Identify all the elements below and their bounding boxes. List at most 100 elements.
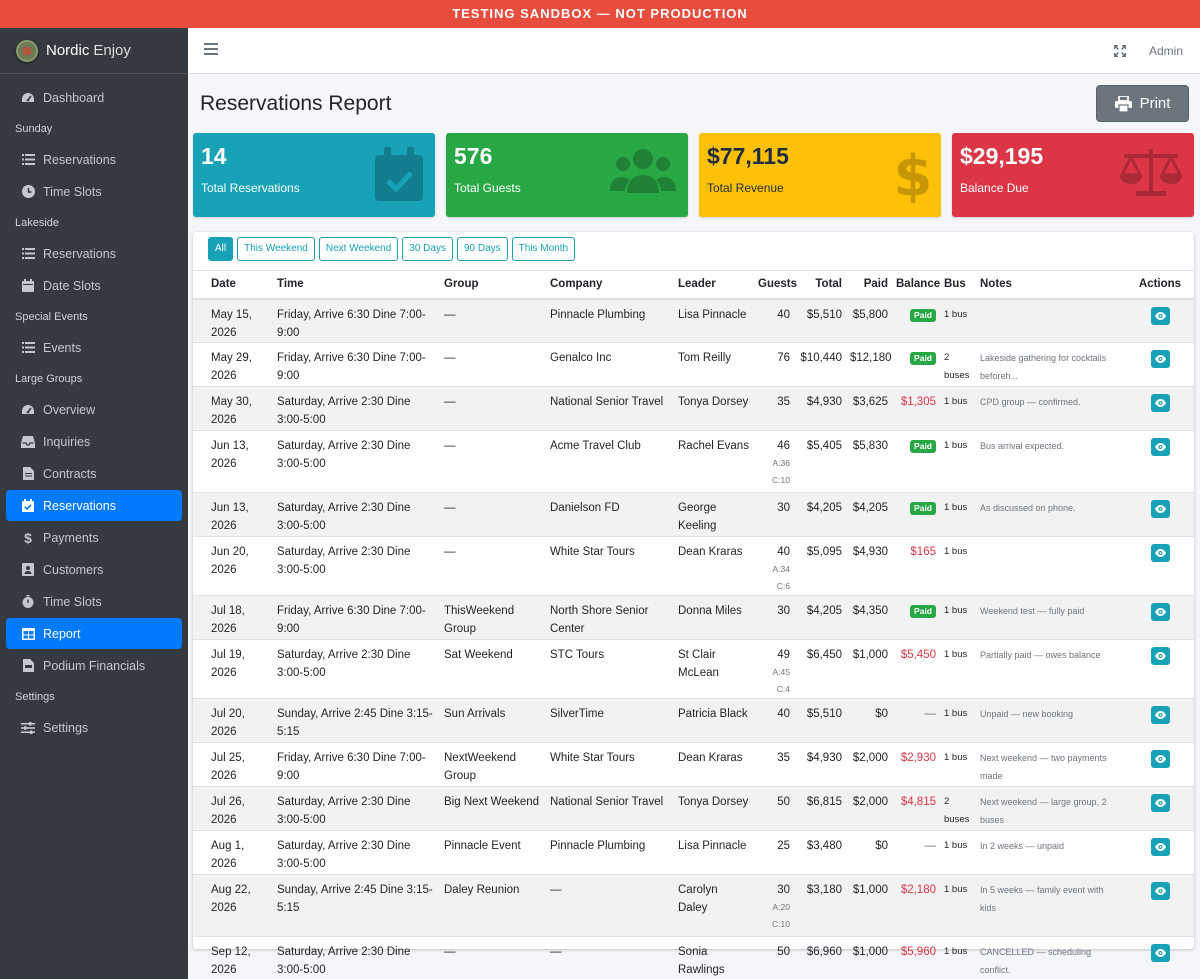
eye-icon	[1154, 355, 1166, 363]
filter-90-days[interactable]: 90 Days	[456, 237, 508, 261]
sidebar-item-sunday-time-slots[interactable]: Time Slots	[6, 176, 182, 207]
col-total[interactable]: Total	[794, 270, 846, 300]
cell-total: $5,510	[794, 298, 846, 343]
col-bus[interactable]: Bus	[940, 270, 976, 300]
users-icon	[610, 149, 676, 193]
view-button[interactable]	[1150, 394, 1170, 412]
view-button[interactable]	[1150, 794, 1170, 812]
view-button[interactable]	[1150, 882, 1170, 900]
sidebar-item-lakeside-date-slots[interactable]: Date Slots	[6, 270, 182, 301]
eye-icon	[1154, 399, 1166, 407]
col-leader[interactable]: Leader	[674, 270, 754, 300]
col-paid[interactable]: Paid	[846, 270, 892, 300]
eye-icon	[1154, 311, 1166, 320]
cell-paid: $0	[846, 698, 892, 743]
sidebar-item-customers[interactable]: Customers	[6, 554, 182, 585]
view-button[interactable]	[1150, 438, 1170, 456]
sidebar-item-time-slots[interactable]: Time Slots	[6, 586, 182, 617]
col-time[interactable]: Time	[273, 270, 440, 300]
cell-time: Sunday, Arrive 2:45 Dine 3:15-5:15	[273, 874, 440, 937]
sidebar-item-podium-financials[interactable]: Podium Financials	[6, 650, 182, 681]
sidebar-item-inquiries[interactable]: Inquiries	[6, 426, 182, 457]
view-button[interactable]	[1150, 750, 1170, 768]
dollar-icon: $	[24, 529, 32, 546]
calendar-icon	[20, 278, 36, 294]
sidebar-item-reservations[interactable]: Reservations	[6, 490, 182, 521]
cell-notes: Bus arrival expected.	[976, 430, 1126, 493]
view-button[interactable]	[1150, 603, 1170, 621]
balance-due-value: $1,305	[900, 396, 936, 408]
view-button[interactable]	[1150, 306, 1170, 325]
cell-guests: 49 A:45 C:4	[754, 639, 794, 699]
sidebar-item-report[interactable]: Report	[6, 618, 182, 649]
cell-balance: —	[892, 830, 940, 875]
cell-company: Pinnacle Plumbing	[546, 298, 674, 343]
filter-all[interactable]: All	[208, 237, 234, 261]
cell-guests: 30	[754, 595, 794, 640]
sidebar-item-payments[interactable]: $ Payments	[6, 522, 182, 553]
col-group[interactable]: Group	[440, 270, 546, 300]
cell-date: Jul 19, 2026	[193, 639, 273, 699]
sidebar-item-contracts[interactable]: Contracts	[6, 458, 182, 489]
cell-notes	[976, 298, 1126, 343]
balance-due-value: $2,180	[900, 884, 936, 896]
cell-guests: 50	[754, 786, 794, 831]
cell-bus: 2 buses	[940, 342, 976, 387]
cell-leader: Sonia Rawlings	[674, 936, 754, 979]
view-button[interactable]	[1150, 647, 1170, 665]
view-button[interactable]	[1150, 544, 1170, 562]
cell-time: Friday, Arrive 6:30 Dine 7:00-9:00	[273, 595, 440, 640]
col-guests[interactable]: Guests	[754, 270, 797, 300]
clock-icon	[20, 184, 36, 200]
sidebar-item-settings[interactable]: Settings	[6, 712, 182, 743]
fullscreen-icon[interactable]	[1114, 45, 1126, 57]
col-balance[interactable]: Balance	[892, 270, 940, 300]
cell-total: $10,440	[794, 342, 846, 387]
view-button[interactable]	[1150, 838, 1170, 856]
eye-icon	[1154, 652, 1166, 660]
cell-balance: Paid	[892, 342, 940, 387]
sidebar-item-label: Podium Financials	[43, 658, 146, 673]
list-icon	[20, 152, 36, 168]
sandbox-banner: TESTING SANDBOX — NOT PRODUCTION	[0, 0, 1200, 28]
sidebar-item-label: Time Slots	[43, 184, 102, 199]
filter-this-weekend[interactable]: This Weekend	[237, 237, 315, 261]
sidebar-item-overview[interactable]: Overview	[6, 394, 182, 425]
view-button[interactable]	[1150, 350, 1170, 368]
nav-header-special-events: Special Events	[15, 311, 88, 323]
brand-link[interactable]: Nordic Enjoy	[0, 28, 188, 74]
cell-guests: 76	[754, 342, 794, 387]
sidebar-item-label: Payments	[43, 530, 99, 545]
guest-breakdown: A:45 C:4	[772, 667, 791, 694]
user-menu[interactable]: Admin	[1149, 44, 1184, 58]
cell-balance: —	[892, 698, 940, 743]
sidebar-item-lakeside-reservations[interactable]: Reservations	[6, 238, 182, 269]
col-company[interactable]: Company	[546, 270, 674, 300]
eye-icon	[1154, 443, 1166, 451]
col-date[interactable]: Date	[193, 270, 273, 300]
cell-notes: Lakeside gathering for cocktails beforeh…	[976, 342, 1126, 387]
sidebar-item-events[interactable]: Events	[6, 332, 182, 363]
cell-actions	[1126, 936, 1194, 979]
print-button[interactable]: Print	[1096, 85, 1189, 122]
stat-label: Total Revenue	[707, 181, 784, 195]
paid-badge: Paid	[910, 308, 936, 322]
guest-count: 46	[777, 440, 790, 452]
cell-date: Jul 25, 2026	[193, 742, 273, 787]
view-button[interactable]	[1150, 706, 1170, 724]
cell-date: Jun 20, 2026	[193, 536, 273, 596]
menu-toggle-icon[interactable]	[204, 43, 218, 55]
filter-next-weekend[interactable]: Next Weekend	[318, 237, 399, 261]
sidebar-item-sunday-reservations[interactable]: Reservations	[6, 144, 182, 175]
filter-this-month[interactable]: This Month	[511, 237, 576, 261]
filter-30-days[interactable]: 30 Days	[402, 237, 453, 261]
sidebar-item-label: Date Slots	[43, 278, 101, 293]
eye-icon	[1154, 799, 1166, 807]
view-button[interactable]	[1150, 500, 1170, 518]
view-button[interactable]	[1150, 944, 1170, 962]
cell-group: Big Next Weekend	[440, 786, 546, 831]
sidebar-item-dashboard[interactable]: Dashboard	[6, 82, 182, 113]
cell-group: —	[440, 492, 546, 537]
table-row: Aug 22, 2026 Sunday, Arrive 2:45 Dine 3:1…	[193, 874, 1194, 937]
col-notes[interactable]: Notes	[976, 270, 1126, 300]
